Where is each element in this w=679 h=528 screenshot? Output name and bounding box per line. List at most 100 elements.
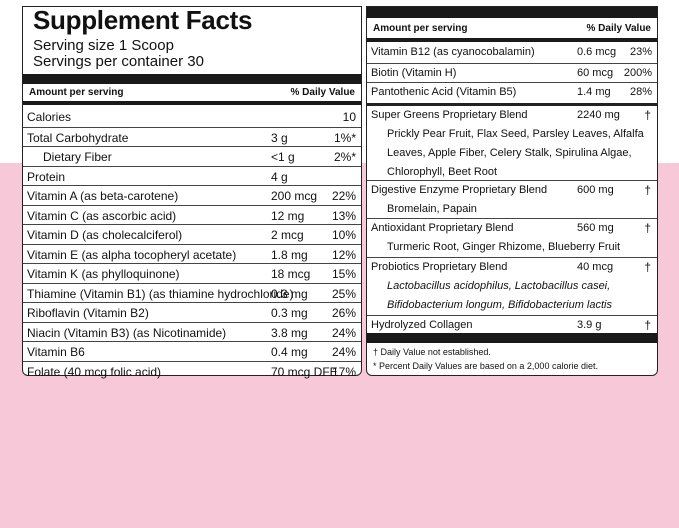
nutrient-row: Vitamin A (as beta-carotene) 200 mcg 22% — [23, 185, 361, 205]
blend-ingredients: Chlorophyll, Beet Root — [387, 165, 498, 178]
nutrient-amount: 0.6 mcg — [577, 46, 617, 58]
medium-divider-right — [367, 38, 657, 42]
nutrient-amount: 12 mg — [271, 208, 305, 223]
blend-ingredients: Turmeric Root, Ginger Rhizome, Blueberry… — [387, 241, 621, 254]
nutrient-name: Biotin (Vitamin H) — [371, 66, 457, 79]
nutrient-amount: 0.3 mg — [271, 306, 308, 320]
footnote-dagger: † Daily Value not established. — [373, 347, 491, 357]
dagger-mark: † — [644, 260, 651, 274]
nutrient-amount: 18 mcg — [271, 267, 311, 281]
nutrient-amount: 0.4 mg — [271, 345, 308, 359]
nutrient-name: Niacin (Vitamin B3) (as Nicotinamide) — [27, 325, 227, 340]
vitamin-row: Vitamin B12 (as cyanocobalamin) 0.6 mcg 23… — [367, 43, 657, 63]
blend-row: Super Greens Proprietary Blend 2240 mg † Pr… — [367, 102, 657, 180]
nutrient-name: Pantothenic Acid (Vitamin B5) — [371, 86, 517, 98]
blend-ingredients: Bifidobacterium longum, Bifidobacterium … — [387, 299, 612, 312]
nutrient-row: Folate (40 mcg folic acid) 70 mcg DFE 17% — [23, 360, 361, 381]
daily-value-header: % Daily Value — [290, 87, 355, 98]
blend-name: Antioxidant Proprietary Blend — [371, 222, 514, 235]
nutrient-name: Riboflavin (Vitamin B2) — [27, 306, 149, 320]
nutrient-amount: 0.3 mg — [271, 286, 308, 301]
blend-row: Antioxidant Proprietary Blend 560 mg † Turm… — [367, 218, 657, 257]
dagger-mark: † — [644, 182, 651, 197]
daily-value-header-right: % Daily Value — [586, 23, 651, 34]
nutrient-name: Vitamin B12 (as cyanocobalamin) — [371, 46, 535, 58]
nutrient-dv: 26% — [331, 306, 356, 320]
blend-name: Hydrolyzed Collagen — [371, 318, 473, 331]
nutrient-row: Vitamin B6 0.4 mg 24% — [23, 341, 361, 361]
blend-ingredients: Leaves, Apple Fiber, Celery Stalk, Spiru… — [387, 146, 632, 159]
nutrient-row: Vitamin E (as alpha tocopheryl acetate) 1… — [23, 243, 361, 264]
nutrient-amount: 1.8 mg — [271, 247, 308, 262]
nutrient-dv: 12% — [331, 247, 356, 262]
blend-amount: 560 mg — [577, 222, 614, 235]
top-divider — [367, 7, 657, 18]
nutrient-dv: 10 — [342, 110, 356, 124]
blend-amount: 40 mcg — [577, 261, 614, 273]
nutrient-name: Thiamine (Vitamin B1) (as thiamine hydro… — [27, 286, 294, 301]
nutrient-amount: <1 g — [271, 150, 295, 164]
nutrient-name: Vitamin B6 — [27, 345, 85, 359]
nutrient-amount: 2 mcg — [271, 228, 304, 242]
nutrient-row: Total Carbohydrate 3 g 1%* — [23, 126, 361, 147]
nutrient-name: Total Carbohydrate — [27, 130, 129, 145]
nutrient-row: Calories 10 — [23, 107, 361, 127]
nutrient-dv: 17% — [331, 364, 356, 379]
blend-row: Digestive Enzyme Proprietary Blend 600 mg… — [367, 179, 657, 219]
footnote-daily-value: * Percent Daily Values are based on a 2,… — [373, 361, 598, 371]
nutrient-dv: 13% — [331, 208, 356, 223]
nutrient-dv: 10% — [331, 228, 356, 242]
nutrient-dv: 15% — [331, 267, 356, 281]
blend-row: Hydrolyzed Collagen 3.9 g † — [367, 314, 657, 335]
blend-ingredients: Lactobacillus acidophilus, Lactobacillus… — [387, 280, 611, 292]
nutrient-amount: 3.8 mg — [271, 325, 308, 340]
blend-ingredients: Bromelain, Papain — [387, 202, 477, 215]
dagger-mark: † — [644, 317, 651, 332]
nutrient-name: Vitamin D (as cholecalciferol) — [27, 228, 183, 242]
nutrient-dv: 23% — [629, 46, 652, 58]
nutrient-amount: 3 g — [271, 130, 288, 145]
nutrient-row: Riboflavin (Vitamin B2) 0.3 mg 26% — [23, 302, 361, 322]
dagger-mark: † — [644, 221, 651, 236]
nutrient-dv: 22% — [331, 189, 356, 203]
label-title: Supplement Facts — [33, 5, 253, 35]
nutrient-row: Vitamin K (as phylloquinone) 18 mcg 15% — [23, 263, 361, 283]
nutrient-amount: 4 g — [271, 169, 288, 184]
blend-amount: 600 mg — [577, 183, 614, 196]
blend-name: Super Greens Proprietary Blend — [371, 108, 528, 121]
nutrient-dv: 1%* — [333, 130, 356, 145]
amount-per-serving-header-right: Amount per serving — [373, 23, 468, 34]
blend-amount: 2240 mg — [577, 108, 620, 121]
nutrient-dv: 25% — [331, 286, 356, 301]
amount-per-serving-header: Amount per serving — [29, 87, 124, 98]
nutrient-name: Calories — [27, 110, 72, 124]
nutrient-name: Folate (40 mcg folic acid) — [27, 364, 162, 379]
nutrient-name: Vitamin A (as beta-carotene) — [27, 189, 179, 203]
medium-divider — [23, 101, 361, 105]
servings-per-container: Servings per container 30 — [33, 53, 204, 70]
nutrient-name: Dietary Fiber — [43, 150, 112, 164]
supplement-facts-left-panel: Supplement Facts Serving size 1 Scoop Se… — [22, 5, 362, 379]
nutrient-amount: 70 mcg DFE — [271, 364, 338, 379]
nutrient-row: Protein 4 g — [23, 165, 361, 186]
supplement-facts-right-panel: Amount per serving % Daily Value Vitamin… — [366, 6, 658, 376]
nutrient-dv: 28% — [629, 86, 652, 98]
blend-amount: 3.9 g — [577, 318, 602, 331]
blend-ingredients: Prickly Pear Fruit, Flax Seed, Parsley L… — [387, 127, 644, 140]
blend-name: Probiotics Proprietary Blend — [371, 261, 508, 273]
nutrient-name: Vitamin E (as alpha tocopheryl acetate) — [27, 247, 237, 262]
nutrient-row: Dietary Fiber <1 g 2%* — [23, 146, 361, 166]
nutrient-amount: 200 mcg — [271, 189, 318, 203]
nutrient-row: Vitamin D (as cholecalciferol) 2 mcg 10% — [23, 224, 361, 244]
serving-size: Serving size 1 Scoop — [33, 37, 174, 54]
nutrient-amount: 1.4 mg — [577, 86, 611, 98]
nutrient-name: Vitamin C (as ascorbic acid) — [27, 208, 177, 223]
nutrient-name: Vitamin K (as phylloquinone) — [27, 267, 180, 281]
nutrient-dv: 24% — [331, 345, 356, 359]
nutrient-amount: 60 mcg — [577, 66, 614, 79]
vitamin-row: Biotin (Vitamin H) 60 mcg 200% — [367, 62, 657, 83]
blend-name: Digestive Enzyme Proprietary Blend — [371, 183, 548, 196]
nutrient-row: Niacin (Vitamin B3) (as Nicotinamide) 3.8… — [23, 321, 361, 342]
nutrient-dv: 24% — [331, 325, 356, 340]
nutrient-name: Protein — [27, 169, 66, 184]
